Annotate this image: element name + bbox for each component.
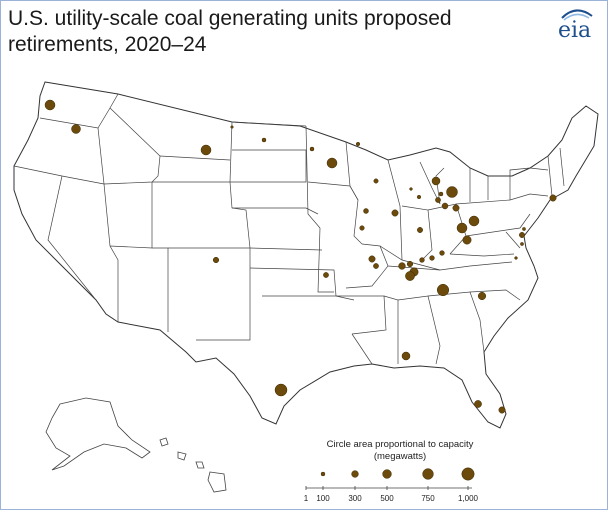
- legend-title: Circle area proportional to capacity (me…: [300, 439, 500, 463]
- us-outline: [13, 81, 599, 429]
- plant-circle: [274, 383, 288, 397]
- plant-circle: [44, 99, 56, 111]
- legend-tick-label: 300: [348, 494, 362, 503]
- legend-title-line2: (megawatts): [373, 451, 427, 462]
- hawaii-outline: [159, 437, 227, 493]
- plant-circle: [398, 262, 406, 270]
- plant-circle: [419, 257, 425, 263]
- legend-circle: [461, 467, 475, 481]
- plant-circle: [401, 351, 411, 361]
- legend-tick-label: 100: [316, 494, 330, 503]
- plant-circle: [200, 144, 212, 156]
- plant-circle: [452, 204, 460, 212]
- plant-circle: [429, 255, 435, 261]
- plant-circles: [44, 99, 557, 414]
- plant-circle: [355, 141, 361, 147]
- legend-circle: [422, 468, 434, 480]
- plant-circle: [309, 146, 315, 152]
- logo-text: eia: [558, 18, 592, 43]
- plant-circle: [456, 222, 468, 234]
- legend-circle: [320, 471, 326, 477]
- plant-circle: [373, 263, 379, 269]
- plant-circle: [474, 400, 482, 408]
- plant-circle: [416, 194, 422, 200]
- plant-circle: [323, 272, 329, 278]
- plant-circle: [438, 191, 444, 197]
- plant-circle: [439, 250, 445, 256]
- plant-circle: [435, 197, 441, 203]
- plant-circle: [468, 215, 480, 227]
- plant-circle: [212, 256, 220, 264]
- plant-circle: [363, 208, 369, 214]
- plant-circle: [230, 125, 234, 129]
- legend-circles: [305, 467, 475, 490]
- legend-circle: [382, 469, 392, 479]
- eia-logo-icon: [561, 9, 593, 21]
- alaska-outline: [45, 397, 151, 471]
- legend-title-line1: Circle area proportional to capacity: [326, 439, 474, 450]
- legend-tick-label: 1: [303, 494, 309, 503]
- logo-swoosh: [561, 9, 593, 19]
- logo-swoosh-light: [563, 13, 590, 21]
- plant-circle: [549, 194, 557, 202]
- plant-circle: [462, 235, 472, 245]
- plant-circle: [368, 255, 376, 263]
- plant-circle: [477, 291, 487, 301]
- plant-circle: [359, 225, 365, 231]
- plant-circle: [446, 186, 458, 198]
- plant-circle: [431, 176, 441, 186]
- plant-circle: [373, 178, 379, 184]
- plant-circle: [71, 124, 81, 134]
- plant-circle: [326, 157, 338, 169]
- legend-tick-label: 1,000: [457, 494, 479, 503]
- state-borders: [13, 93, 565, 365]
- plant-circle: [514, 256, 518, 260]
- plant-circle: [441, 202, 449, 210]
- map-title: U.S. utility-scale coal generating units…: [8, 7, 452, 56]
- legend-tick-label: 500: [380, 494, 394, 503]
- legend-tick-label: 750: [421, 494, 435, 503]
- plant-circle: [409, 187, 413, 191]
- plant-circle: [436, 283, 450, 297]
- plant-circle: [498, 406, 506, 414]
- plant-circle: [520, 242, 524, 246]
- plant-circle: [261, 137, 267, 143]
- plant-circle: [406, 260, 414, 268]
- eia-logo: eia: [556, 6, 598, 46]
- plant-circle: [522, 227, 526, 231]
- plant-circle: [417, 227, 423, 233]
- plant-circle: [405, 271, 415, 281]
- legend-circle: [351, 470, 359, 478]
- plant-circle: [391, 209, 399, 217]
- plant-circle: [519, 232, 525, 238]
